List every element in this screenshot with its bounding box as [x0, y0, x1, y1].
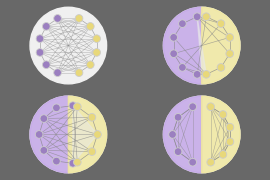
Circle shape	[170, 34, 177, 41]
Circle shape	[94, 131, 101, 138]
Circle shape	[178, 64, 186, 71]
Wedge shape	[68, 96, 107, 173]
Circle shape	[174, 148, 182, 156]
Circle shape	[189, 103, 197, 111]
Circle shape	[207, 158, 215, 166]
Circle shape	[36, 35, 44, 42]
Circle shape	[207, 103, 215, 111]
Wedge shape	[202, 7, 240, 84]
Circle shape	[93, 49, 100, 56]
Circle shape	[226, 123, 234, 131]
Circle shape	[35, 131, 43, 138]
Circle shape	[40, 147, 48, 154]
Circle shape	[69, 102, 77, 109]
Circle shape	[54, 15, 61, 22]
Circle shape	[93, 35, 100, 42]
Circle shape	[202, 13, 210, 21]
Wedge shape	[163, 7, 202, 84]
Circle shape	[189, 158, 197, 166]
Circle shape	[40, 115, 48, 122]
Circle shape	[169, 131, 176, 138]
Circle shape	[226, 138, 234, 146]
Circle shape	[73, 158, 81, 166]
Circle shape	[88, 148, 96, 156]
Circle shape	[42, 22, 50, 30]
Circle shape	[174, 113, 182, 121]
Circle shape	[193, 13, 201, 21]
Wedge shape	[30, 96, 68, 173]
Circle shape	[88, 113, 96, 121]
Circle shape	[217, 20, 225, 28]
Circle shape	[217, 64, 225, 71]
Circle shape	[202, 71, 210, 78]
Circle shape	[75, 15, 83, 22]
Circle shape	[86, 61, 94, 69]
Circle shape	[36, 49, 44, 56]
Circle shape	[75, 69, 83, 76]
Circle shape	[53, 104, 60, 112]
Circle shape	[193, 71, 201, 78]
Circle shape	[69, 159, 77, 167]
Circle shape	[30, 96, 107, 173]
Circle shape	[178, 20, 186, 28]
Circle shape	[42, 61, 50, 69]
Circle shape	[170, 50, 177, 58]
Circle shape	[219, 111, 227, 118]
Circle shape	[86, 22, 94, 30]
Circle shape	[73, 103, 81, 111]
Circle shape	[219, 151, 227, 158]
Wedge shape	[202, 96, 240, 173]
Circle shape	[163, 7, 240, 84]
Circle shape	[163, 96, 240, 173]
Circle shape	[53, 157, 60, 165]
Polygon shape	[73, 106, 97, 163]
Circle shape	[30, 7, 107, 84]
Circle shape	[226, 34, 234, 41]
Polygon shape	[197, 17, 206, 74]
Circle shape	[226, 50, 234, 58]
Circle shape	[54, 69, 61, 76]
Wedge shape	[163, 96, 202, 173]
